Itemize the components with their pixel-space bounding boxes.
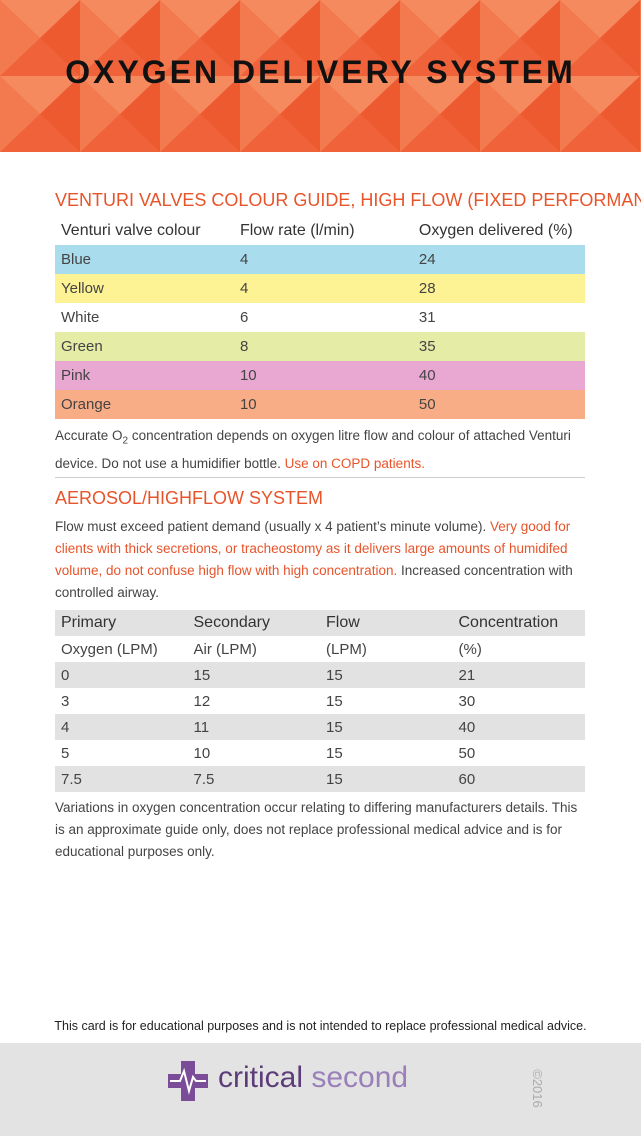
table-cell: Green (61, 338, 103, 355)
table-cell: 10 (239, 396, 257, 413)
note-text: concentration depends on oxygen litre fl… (55, 428, 571, 471)
table-cell: 50 (418, 396, 436, 413)
footer: critical second ©2016 (0, 1043, 641, 1136)
logo-icon (168, 1061, 208, 1101)
table-cell: 15 (326, 770, 343, 788)
table-cell: 0 (61, 666, 70, 684)
table-row: Pink 10 40 (55, 361, 585, 390)
table-cell: Oxygen delivered (%) (418, 221, 573, 239)
table-cell: 60 (458, 770, 476, 788)
table-row: Green 8 35 (55, 332, 585, 361)
page-title: OXYGEN DELIVERY SYSTEM (65, 54, 576, 90)
table-cell: 15 (326, 718, 343, 736)
table-cell: 12 (193, 692, 211, 710)
table-row: Primary Secondary Flow Concentration (55, 610, 585, 636)
copyright: ©2016 (529, 1069, 545, 1108)
table-cell: 50 (458, 744, 476, 762)
table-row: 4 11 15 40 (55, 714, 585, 740)
header-background (0, 0, 641, 152)
table-cell: Yellow (61, 280, 104, 297)
disclaimer: This card is for educational purposes an… (54, 1019, 587, 1033)
table-cell: (%) (458, 640, 482, 658)
table-row: White 6 31 (55, 303, 585, 332)
table-row: Oxygen (LPM) Air (LPM) (LPM) (%) (55, 636, 585, 662)
table-cell: Concentration (458, 614, 559, 631)
paragraph-text: Increased concentration with controlled … (55, 563, 573, 600)
divider (55, 477, 585, 478)
table-cell: 28 (418, 280, 436, 297)
table-cell: 30 (458, 692, 476, 710)
table-cell: Venturi valve colour (61, 221, 201, 239)
table-cell: 7.5 (193, 770, 215, 788)
table-cell: 8 (239, 338, 249, 355)
table-row: 7.5 7.5 15 60 (55, 766, 585, 792)
brand: critical second (218, 1061, 408, 1095)
table-cell: 4 (239, 251, 249, 268)
table-cell: 5 (61, 744, 70, 762)
table-cell: 3 (61, 692, 70, 710)
venturi-table: Venturi valve colour Flow rate (l/min) Oxy… (55, 216, 585, 419)
table-cell: Orange (61, 396, 112, 413)
table-cell: 10 (239, 367, 257, 384)
venturi-note: Accurate O2 concentration depends on oxy… (55, 425, 590, 475)
table-cell: 15 (193, 666, 211, 684)
paragraph-text: Flow must exceed patient demand (usually… (55, 519, 490, 534)
table-cell: 4 (61, 718, 70, 736)
table-cell: 4 (239, 280, 249, 297)
table-cell: Air (LPM) (193, 640, 257, 658)
table-cell: 15 (326, 744, 343, 762)
table-cell: Flow rate (l/min) (239, 221, 355, 239)
section-title: AEROSOL/HIGHFLOW SYSTEM (55, 488, 324, 508)
table-cell: 6 (239, 309, 249, 326)
table-cell: 7.5 (61, 770, 82, 788)
note-text: Accurate O (55, 428, 123, 443)
subscript: 2 (122, 435, 129, 447)
table-cell: 11 (193, 718, 210, 736)
table-row: 3 12 15 30 (55, 688, 585, 714)
table-cell: 15 (326, 666, 343, 684)
table-cell: (LPM) (326, 640, 367, 658)
note-highlight: Use on COPD patients. (284, 455, 425, 471)
aerosol-paragraph: Flow must exceed patient demand (usually… (55, 516, 590, 604)
brand-second: second (311, 1061, 409, 1094)
table-row: Venturi valve colour Flow rate (l/min) Oxy… (55, 216, 585, 245)
table-row: 0 15 15 21 (55, 662, 585, 688)
section-title: VENTURI VALVES COLOUR GUIDE, HIGH FLOW (… (55, 190, 641, 210)
table-cell: White (61, 309, 100, 326)
table-cell: 35 (418, 338, 436, 355)
table-cell: 24 (418, 251, 436, 268)
table-row: Yellow 4 28 (55, 274, 585, 303)
table-cell: Oxygen (LPM) (61, 640, 158, 658)
table-cell: 40 (458, 718, 476, 736)
table-cell: 10 (193, 744, 211, 762)
table-cell: 21 (458, 666, 476, 684)
table-cell: Primary (61, 614, 117, 631)
brand-first: critical (218, 1061, 304, 1094)
table-row: Blue 4 24 (55, 245, 585, 274)
table-cell: Flow (326, 614, 360, 631)
table-cell: 15 (326, 692, 343, 710)
table-cell: Blue (61, 251, 92, 268)
table-cell: Pink (61, 367, 91, 384)
aerosol-note: Variations in oxygen concentration occur… (55, 800, 578, 859)
paragraph-highlight: Very good for clients with thick secreti… (55, 519, 571, 578)
table-row: Orange 10 50 (55, 390, 585, 419)
table-cell: 31 (418, 309, 436, 326)
table-cell: 40 (418, 367, 436, 384)
table-row: 5 10 15 50 (55, 740, 585, 766)
aerosol-table: Primary Secondary Flow Concentration Oxygen … (55, 610, 585, 792)
table-cell: Secondary (193, 614, 271, 631)
